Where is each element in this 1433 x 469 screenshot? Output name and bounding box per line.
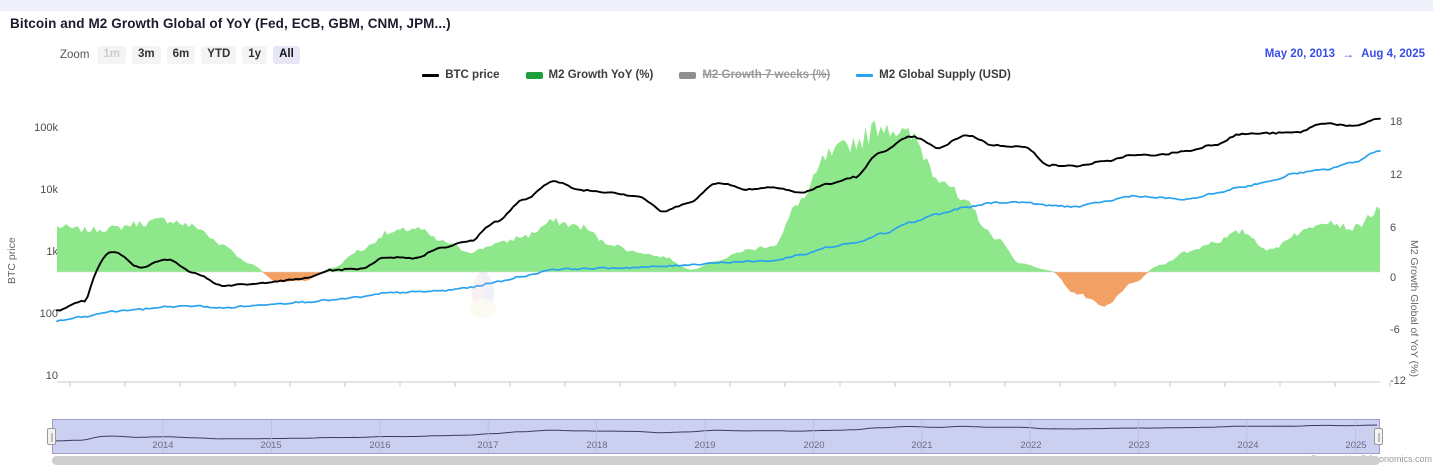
navigator-scrollbar[interactable] xyxy=(52,456,1380,465)
legend-label: M2 Global Supply (USD) xyxy=(879,69,1011,81)
y-tick-right: 6 xyxy=(1390,222,1397,234)
legend-item-m2-global-supply[interactable]: M2 Global Supply (USD) xyxy=(856,69,1011,81)
y-tick-right: 12 xyxy=(1390,169,1403,181)
range-button-1m[interactable]: 1m xyxy=(97,46,127,64)
y-tick-right: -6 xyxy=(1390,324,1400,336)
navigator-year: 2018 xyxy=(586,440,608,451)
legend-item-m2-growth-yoy[interactable]: M2 Growth YoY (%) xyxy=(525,69,654,81)
date-range-to[interactable]: Aug 4, 2025 xyxy=(1361,48,1425,60)
navigator[interactable]: 2014 2015 2016 2017 2018 2019 2020 2021 … xyxy=(47,419,1383,465)
range-selector-label: Zoom xyxy=(60,49,90,61)
navigator-year: 2015 xyxy=(260,440,282,451)
plot-area: BTC price M2 Growth Global of YoY (%) 10… xyxy=(0,88,1433,464)
navigator-year: 2016 xyxy=(369,440,391,451)
range-button-all[interactable]: All xyxy=(273,46,300,64)
legend-swatch-icon xyxy=(422,73,440,77)
y-tick-left: 10 xyxy=(45,370,58,382)
arrow-right-icon: → xyxy=(1342,47,1355,61)
y-tick-right: 18 xyxy=(1390,116,1403,128)
y-tick-left: 1k xyxy=(46,246,58,258)
legend-swatch-icon xyxy=(679,71,697,79)
legend-label: BTC price xyxy=(445,69,500,81)
y-tick-left: 100k xyxy=(34,122,58,134)
range-button-ytd[interactable]: YTD xyxy=(201,46,237,64)
navigator-year: 2024 xyxy=(1237,440,1259,451)
date-range-from[interactable]: May 20, 2013 xyxy=(1264,48,1336,60)
navigator-year: 2025 xyxy=(1345,440,1367,451)
y-tick-right: -12 xyxy=(1390,375,1406,387)
navigator-year: 2014 xyxy=(152,440,174,451)
date-range: May 20, 2013 → Aug 4, 2025 xyxy=(1265,47,1425,61)
navigator-handle-right[interactable] xyxy=(1374,428,1383,445)
handle-grip-icon xyxy=(1378,433,1380,442)
navigator-handle-left[interactable] xyxy=(47,428,56,445)
navigator-series xyxy=(55,420,1378,453)
page-title: Bitcoin and M2 Growth Global of YoY (Fed… xyxy=(10,16,451,31)
y-tick-right: 0 xyxy=(1390,272,1397,284)
range-button-3m[interactable]: 3m xyxy=(132,46,161,64)
chart-canvas[interactable] xyxy=(0,88,1433,388)
navigator-year: 2017 xyxy=(477,440,499,451)
legend-swatch-icon xyxy=(856,73,874,77)
range-selector: Zoom 1m 3m 6m YTD 1y All xyxy=(60,46,300,64)
navigator-year: 2021 xyxy=(911,440,933,451)
navigator-body[interactable]: 2014 2015 2016 2017 2018 2019 2020 2021 … xyxy=(52,419,1380,454)
legend-swatch-icon xyxy=(525,71,543,79)
navigator-year: 2019 xyxy=(694,440,716,451)
top-accent-strip xyxy=(0,0,1433,11)
scrollbar-thumb[interactable] xyxy=(52,456,1380,465)
legend-item-btc-price[interactable]: BTC price xyxy=(422,69,500,81)
navigator-year: 2023 xyxy=(1128,440,1150,451)
navigator-year: 2020 xyxy=(803,440,825,451)
legend-label: M2 Growth 7 weeks (%) xyxy=(702,69,831,81)
chart-legend: BTC price M2 Growth YoY (%) M2 Growth 7 … xyxy=(0,69,1433,81)
range-button-1y[interactable]: 1y xyxy=(242,46,268,64)
legend-item-m2-growth-7-weeks[interactable]: M2 Growth 7 weeks (%) xyxy=(679,69,830,81)
y-tick-left: 10k xyxy=(40,184,58,196)
range-button-6m[interactable]: 6m xyxy=(166,46,196,64)
handle-grip-icon xyxy=(51,433,53,442)
y-tick-left: 100 xyxy=(39,308,58,320)
navigator-year: 2022 xyxy=(1020,440,1042,451)
legend-label: M2 Growth YoY (%) xyxy=(548,69,654,81)
